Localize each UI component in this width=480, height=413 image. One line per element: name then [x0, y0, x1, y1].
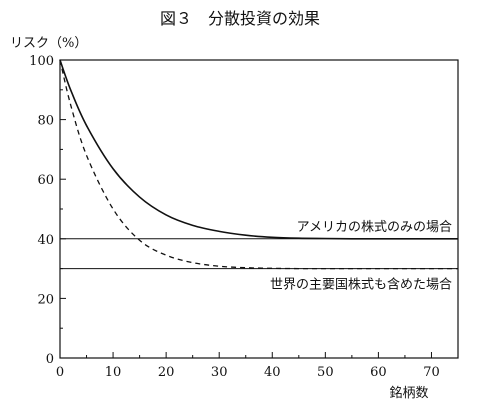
series-line-1-solid: [59, 59, 458, 240]
reference-line-label-1: アメリカの株式のみの場合: [297, 220, 452, 235]
x-tick-label: 30: [211, 365, 228, 380]
plot-frame: [59, 59, 459, 359]
x-tick-label: 70: [423, 365, 440, 380]
x-axis-label: 銘柄数: [389, 386, 428, 401]
reference-line-label-2: 世界の主要国株式も含めた場合: [270, 277, 452, 293]
series-line-2-dashed: [59, 59, 458, 270]
y-tick-label: 60: [37, 173, 54, 188]
y-tick-label: 0: [46, 352, 54, 367]
x-tick-label: 10: [105, 365, 122, 380]
x-tick-label: 50: [317, 365, 334, 380]
plot-area: 0 20 40 60 80 100 0 10 20 30 40 50 60 70 アメリカの株式のみの場合世…: [29, 54, 459, 380]
y-tick-label: 20: [37, 292, 54, 307]
x-tick-label: 60: [370, 365, 387, 380]
y-axis-label: リスク（%）: [10, 36, 87, 51]
x-tick-label: 40: [264, 365, 281, 380]
x-tick-label: 0: [56, 365, 64, 380]
chart-title: 図３ 分散投資の効果: [160, 9, 320, 28]
x-tick-label: 20: [158, 365, 175, 380]
y-tick-label: 40: [37, 233, 54, 248]
y-tick-label: 100: [29, 54, 54, 69]
y-tick-label: 80: [37, 114, 54, 129]
